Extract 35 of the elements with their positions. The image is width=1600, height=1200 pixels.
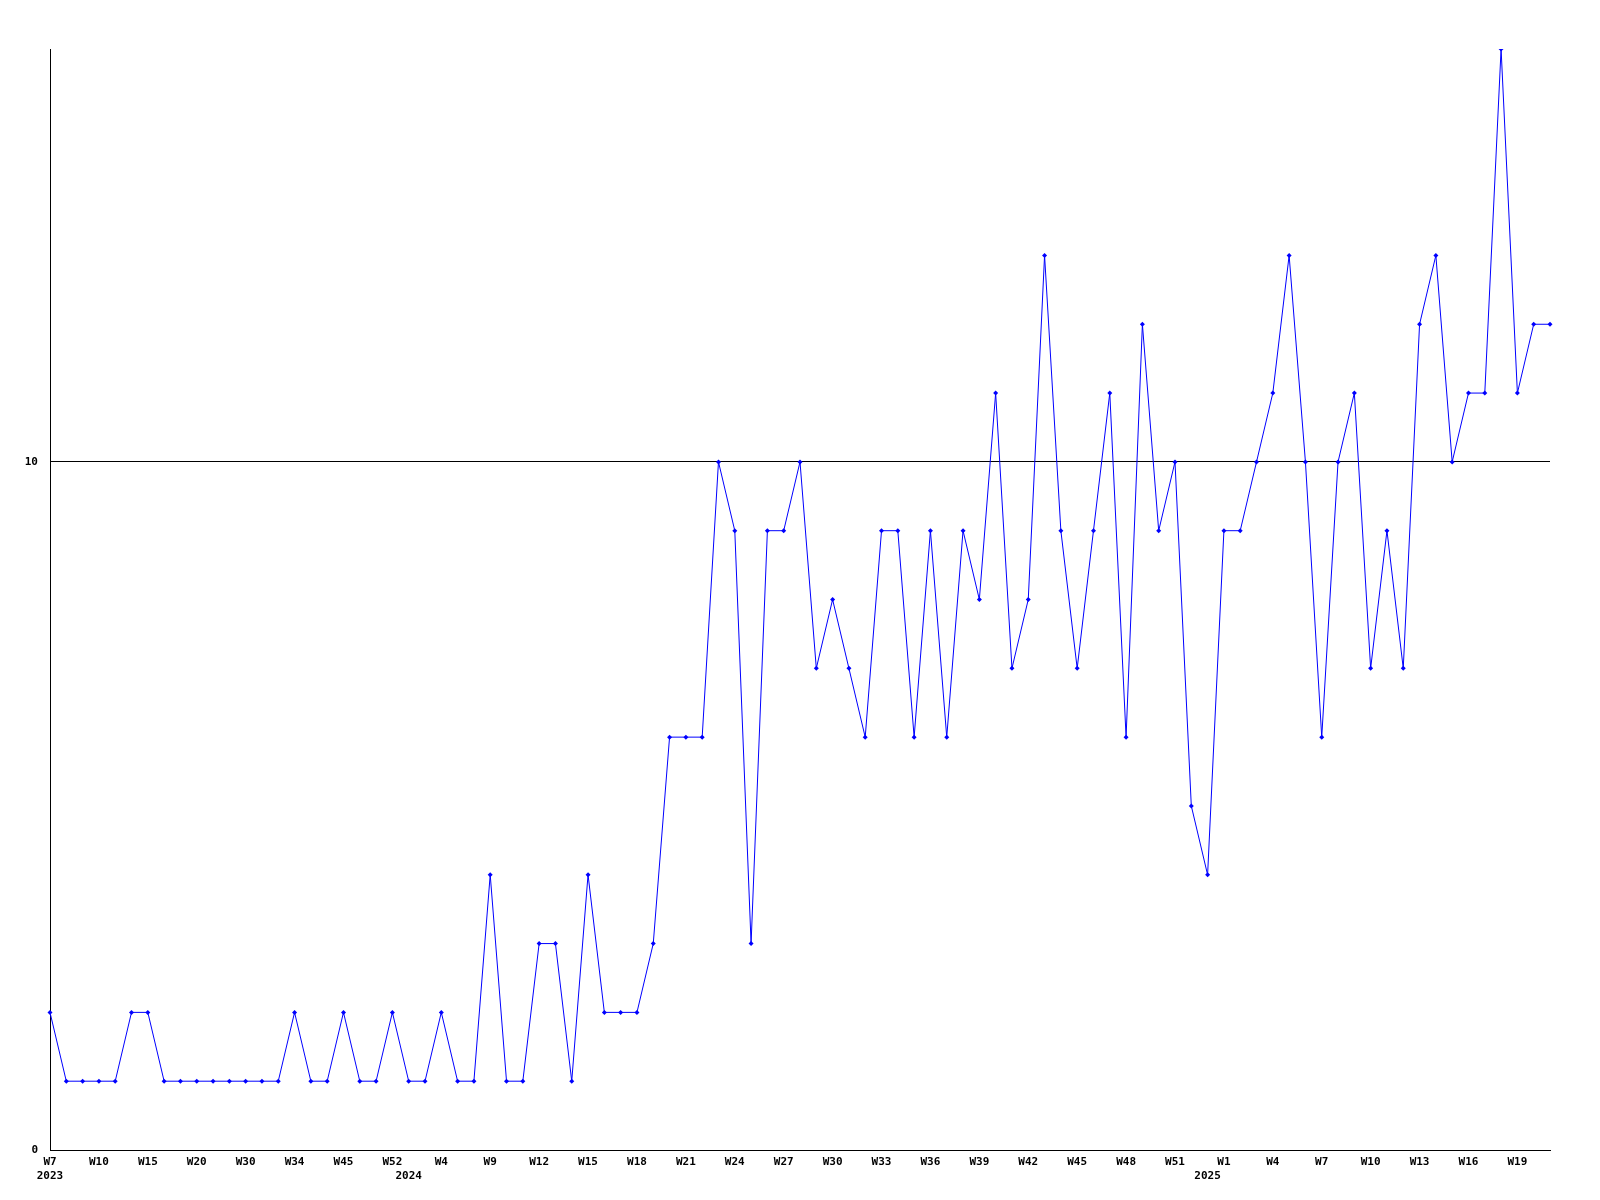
x-tick-label: W24: [724, 1155, 746, 1169]
x-tick-label: W36: [920, 1155, 941, 1169]
x-tick-label: W13: [1409, 1155, 1430, 1169]
x-tick-label: W30: [235, 1155, 256, 1169]
x-tick-label: 2025: [1194, 1168, 1221, 1182]
x-tick-label: W15: [137, 1155, 158, 1169]
x-tick-label: W18: [627, 1155, 647, 1169]
x-tick-label: W27: [773, 1155, 794, 1169]
x-tick-label: W1: [1217, 1155, 1231, 1169]
y-tick-label: 0: [31, 1142, 38, 1156]
x-tick-label: W34: [284, 1155, 305, 1169]
x-tick-label: W12: [529, 1155, 550, 1169]
x-tick-label: W48: [1116, 1155, 1137, 1169]
x-tick-label: W19: [1507, 1155, 1528, 1169]
x-tick-label: W20: [186, 1155, 207, 1169]
x-tick-label: W45: [333, 1155, 354, 1169]
x-tick-label: 2024: [395, 1168, 423, 1182]
x-tick-label: W45: [1067, 1155, 1088, 1169]
x-tick-label: W52: [382, 1155, 403, 1169]
x-tick-label: W51: [1165, 1155, 1186, 1169]
x-tick-label: W42: [1018, 1155, 1039, 1169]
x-tick-label: W9: [483, 1155, 497, 1169]
x-tick-label: W33: [871, 1155, 892, 1169]
x-tick-label: W15: [578, 1155, 598, 1169]
x-tick-label: W10: [1360, 1155, 1381, 1169]
x-tick-label: W39: [969, 1155, 990, 1169]
x-tick-label: W21: [675, 1155, 697, 1169]
x-tick-label: W7: [1315, 1155, 1329, 1169]
x-tick-label: W4: [1266, 1155, 1280, 1169]
x-tick-label: W7 2023: [36, 1155, 64, 1182]
x-tick-label: W10: [88, 1155, 109, 1169]
x-tick-label: W30: [822, 1155, 843, 1169]
y-tick-label: 10: [24, 454, 38, 468]
x-tick-label: W4: [434, 1155, 449, 1169]
x-tick-label: W16: [1458, 1155, 1479, 1169]
